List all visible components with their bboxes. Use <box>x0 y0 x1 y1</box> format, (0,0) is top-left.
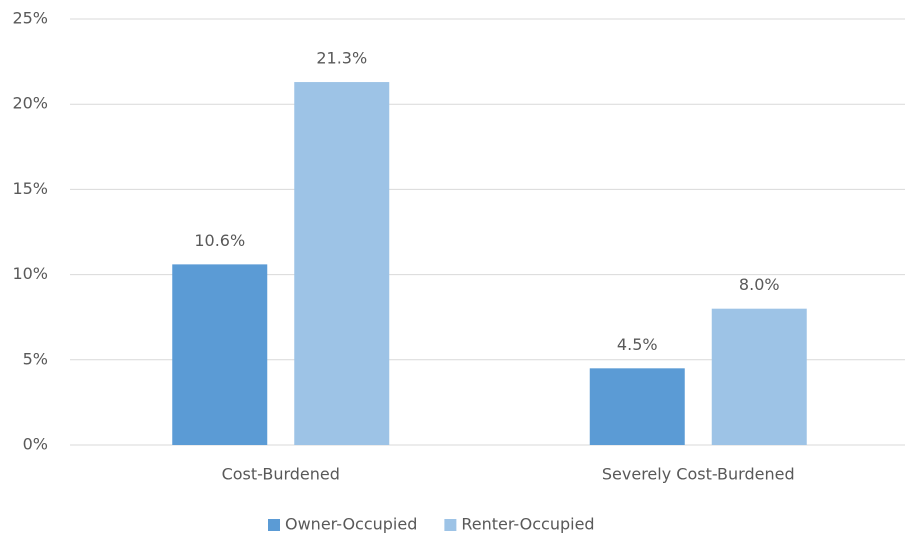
x-tick-label: Severely Cost-Burdened <box>602 465 795 484</box>
y-tick-label: 10% <box>12 264 48 283</box>
value-label: 10.6% <box>194 231 245 250</box>
legend-label: Owner-Occupied <box>285 515 417 534</box>
legend-swatch <box>444 519 457 531</box>
bar <box>172 264 268 445</box>
bar <box>589 368 685 445</box>
legend-label: Renter-Occupied <box>461 515 594 534</box>
y-tick-label: 20% <box>12 94 48 113</box>
value-label: 8.0% <box>739 275 780 294</box>
bar <box>294 82 390 445</box>
legend-swatch <box>268 519 280 531</box>
value-label: 4.5% <box>617 335 658 354</box>
y-tick-label: 15% <box>12 179 48 198</box>
y-tick-label: 25% <box>12 9 48 28</box>
x-tick-label: Cost-Burdened <box>222 465 340 484</box>
value-label: 21.3% <box>316 49 367 68</box>
y-tick-label: 5% <box>23 349 48 368</box>
y-tick-label: 0% <box>23 435 48 454</box>
bar <box>711 308 807 445</box>
